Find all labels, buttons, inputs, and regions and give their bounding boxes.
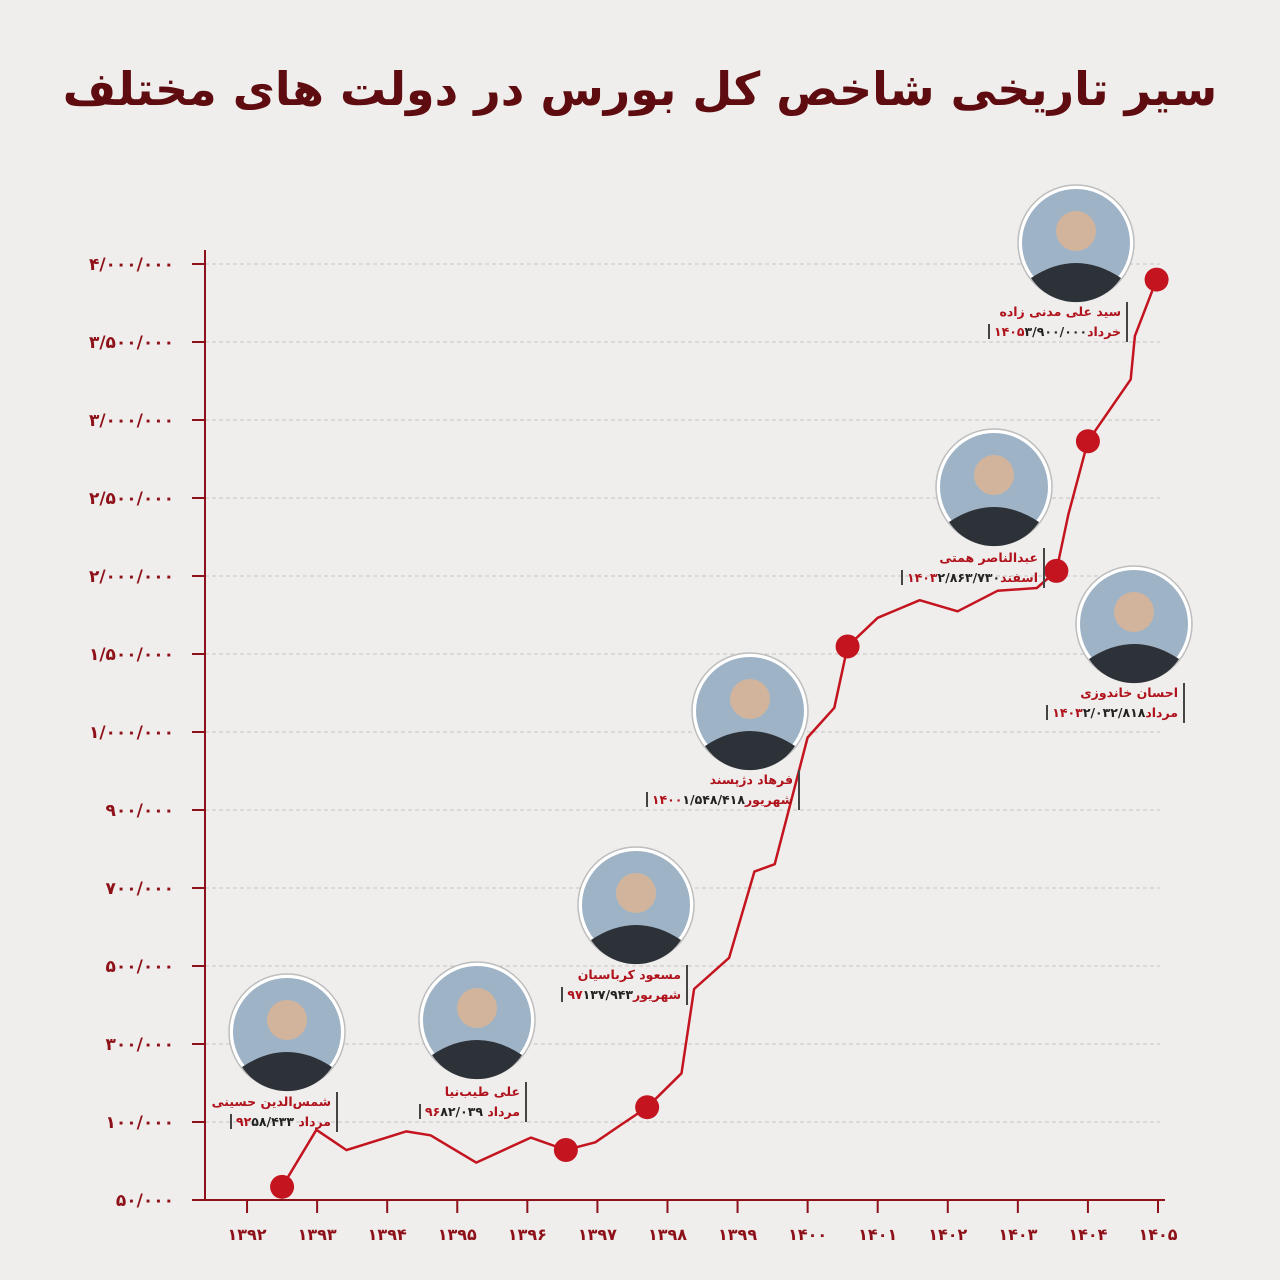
annotation-line: مرداد ۹۲۵۸/۴۳۳ bbox=[212, 1112, 331, 1132]
photo-head bbox=[974, 455, 1014, 495]
photo-head bbox=[267, 1000, 307, 1040]
highlight-marker bbox=[553, 1138, 578, 1163]
value-label: ۱۳۷/۹۴۳ bbox=[582, 987, 633, 1002]
photo-body bbox=[1089, 644, 1179, 684]
annotation-line: شهریور۹۷۱۳۷/۹۴۳ bbox=[557, 985, 681, 1005]
y-tick-label: ۵۰۰/۰۰۰ bbox=[106, 957, 174, 977]
y-tick-label: ۳/۰۰۰/۰۰۰ bbox=[89, 411, 174, 431]
annotation-line: علی طیب‌نیا bbox=[415, 1082, 520, 1102]
photo-head bbox=[457, 988, 497, 1028]
person-name: سید علی مدنی زاده bbox=[999, 304, 1121, 319]
y-tick-label: ۲/۵۰۰/۰۰۰ bbox=[89, 489, 174, 509]
annotation: احسان خاندوزی مرداد۱۴۰۳۲/۰۳۲/۸۱۸ bbox=[1042, 683, 1185, 723]
value-label: ۲/۰۳۲/۸۱۸ bbox=[1082, 705, 1146, 720]
chart-title: سیر تاریخی شاخص کل بورس در دولت های مختل… bbox=[62, 62, 1218, 116]
photo-head bbox=[1056, 211, 1096, 251]
person-name: علی طیب‌نیا bbox=[444, 1084, 520, 1099]
annotation-line: شهریور۱۴۰۰۱/۵۴۸/۴۱۸ bbox=[642, 790, 793, 810]
annotation-line: شمس‌الدین حسینی bbox=[212, 1092, 331, 1112]
photo-head bbox=[730, 679, 770, 719]
date-label: شهریور۱۴۰۰ bbox=[645, 792, 793, 807]
y-tick-label: ۵۰/۰۰۰ bbox=[116, 1191, 174, 1211]
x-tick-label: ۱۳۹۵ bbox=[438, 1225, 477, 1244]
photo-body bbox=[1031, 263, 1121, 303]
annotation-line: مسعود کرباسیان bbox=[557, 965, 681, 985]
date-label: اسفند۱۴۰۳ bbox=[901, 570, 1038, 585]
value-label: ۵۸/۴۳۳ bbox=[251, 1114, 295, 1129]
x-tick-label: ۱۴۰۵ bbox=[1138, 1225, 1177, 1244]
x-tick-label: ۱۳۹۲ bbox=[228, 1225, 267, 1244]
annotation: سید علی مدنی زاده خرداد۱۴۰۵۳/۹۰۰/۰۰۰ bbox=[984, 302, 1128, 342]
y-tick-label: ۱۰۰/۰۰۰ bbox=[106, 1113, 174, 1133]
annotation: مسعود کرباسیان شهریور۹۷۱۳۷/۹۴۳ bbox=[557, 965, 688, 1005]
highlight-marker bbox=[835, 634, 860, 659]
y-tick-label: ۷۰۰/۰۰۰ bbox=[106, 879, 174, 899]
person-name: فرهاد دژپسند bbox=[709, 772, 793, 787]
annotation-line: عبدالناصر همتی bbox=[897, 548, 1038, 568]
x-tick-label: ۱۴۰۱ bbox=[858, 1225, 897, 1244]
annotation-line: مرداد ۹۶۸۲/۰۳۹ bbox=[415, 1102, 520, 1122]
value-label: ۱/۵۴۸/۴۱۸ bbox=[682, 792, 745, 807]
photo-body bbox=[949, 507, 1039, 547]
annotation: علی طیب‌نیا مرداد ۹۶۸۲/۰۳۹ bbox=[415, 1082, 527, 1122]
photo-body bbox=[591, 925, 681, 965]
annotation-line: خرداد۱۴۰۵۳/۹۰۰/۰۰۰ bbox=[984, 322, 1121, 342]
y-tick-label: ۳/۵۰۰/۰۰۰ bbox=[89, 333, 174, 353]
y-tick-label: ۲/۰۰۰/۰۰۰ bbox=[89, 567, 174, 587]
x-tick-label: ۱۳۹۸ bbox=[648, 1225, 687, 1244]
annotation-line: اسفند۱۴۰۳۲/۸۶۳/۷۳۰ bbox=[897, 568, 1038, 588]
y-tick-label: ۹۰۰/۰۰۰ bbox=[106, 801, 174, 821]
x-tick-label: ۱۳۹۴ bbox=[368, 1225, 407, 1244]
y-tick-label: ۱/۰۰۰/۰۰۰ bbox=[89, 723, 174, 743]
person-name: مسعود کرباسیان bbox=[577, 967, 681, 982]
x-tick-label: ۱۳۹۹ bbox=[718, 1225, 757, 1244]
highlight-marker bbox=[1075, 429, 1100, 454]
y-tick-label: ۳۰۰/۰۰۰ bbox=[106, 1035, 174, 1055]
value-label: ۸۲/۰۳۹ bbox=[440, 1104, 484, 1119]
annotation: شمس‌الدین حسینی مرداد ۹۲۵۸/۴۳۳ bbox=[212, 1092, 338, 1132]
photo-head bbox=[616, 873, 656, 913]
date-label: مرداد ۹۶ bbox=[419, 1104, 520, 1119]
date-label: شهریور۹۷ bbox=[561, 987, 681, 1002]
date-label: مرداد۱۴۰۳ bbox=[1046, 705, 1178, 720]
date-label: خرداد۱۴۰۵ bbox=[988, 324, 1121, 339]
photo-body bbox=[705, 731, 795, 771]
x-tick-label: ۱۴۰۰ bbox=[788, 1225, 827, 1244]
annotation-line: مرداد۱۴۰۳۲/۰۳۲/۸۱۸ bbox=[1042, 703, 1178, 723]
x-tick-label: ۱۴۰۲ bbox=[928, 1225, 967, 1244]
highlight-marker bbox=[635, 1095, 660, 1120]
y-tick-label: ۴/۰۰۰/۰۰۰ bbox=[89, 255, 174, 275]
photo-body bbox=[242, 1052, 332, 1092]
value-label: ۳/۹۰۰/۰۰۰ bbox=[1024, 324, 1088, 339]
highlight-marker bbox=[270, 1174, 295, 1199]
x-tick-label: ۱۴۰۳ bbox=[998, 1225, 1037, 1244]
annotation: عبدالناصر همتی اسفند۱۴۰۳۲/۸۶۳/۷۳۰ bbox=[897, 548, 1045, 588]
highlight-marker bbox=[1144, 267, 1169, 292]
photo-body bbox=[432, 1040, 522, 1080]
x-tick-label: ۱۳۹۳ bbox=[298, 1225, 337, 1244]
x-tick-label: ۱۳۹۶ bbox=[508, 1225, 547, 1244]
person-name: عبدالناصر همتی bbox=[939, 550, 1038, 565]
annotation-line: فرهاد دژپسند bbox=[642, 770, 793, 790]
photo-head bbox=[1114, 592, 1154, 632]
annotation: فرهاد دژپسند شهریور۱۴۰۰۱/۵۴۸/۴۱۸ bbox=[642, 770, 800, 810]
annotation-line: سید علی مدنی زاده bbox=[984, 302, 1121, 322]
highlight-marker bbox=[1044, 558, 1069, 583]
x-tick-label: ۱۳۹۷ bbox=[578, 1225, 617, 1244]
person-name: احسان خاندوزی bbox=[1080, 685, 1178, 700]
value-label: ۲/۸۶۳/۷۳۰ bbox=[937, 570, 1001, 585]
date-label: مرداد ۹۲ bbox=[230, 1114, 331, 1129]
y-tick-label: ۱/۵۰۰/۰۰۰ bbox=[89, 645, 174, 665]
x-tick-label: ۱۴۰۴ bbox=[1068, 1225, 1107, 1244]
person-name: شمس‌الدین حسینی bbox=[211, 1094, 331, 1109]
annotation-line: احسان خاندوزی bbox=[1042, 683, 1178, 703]
